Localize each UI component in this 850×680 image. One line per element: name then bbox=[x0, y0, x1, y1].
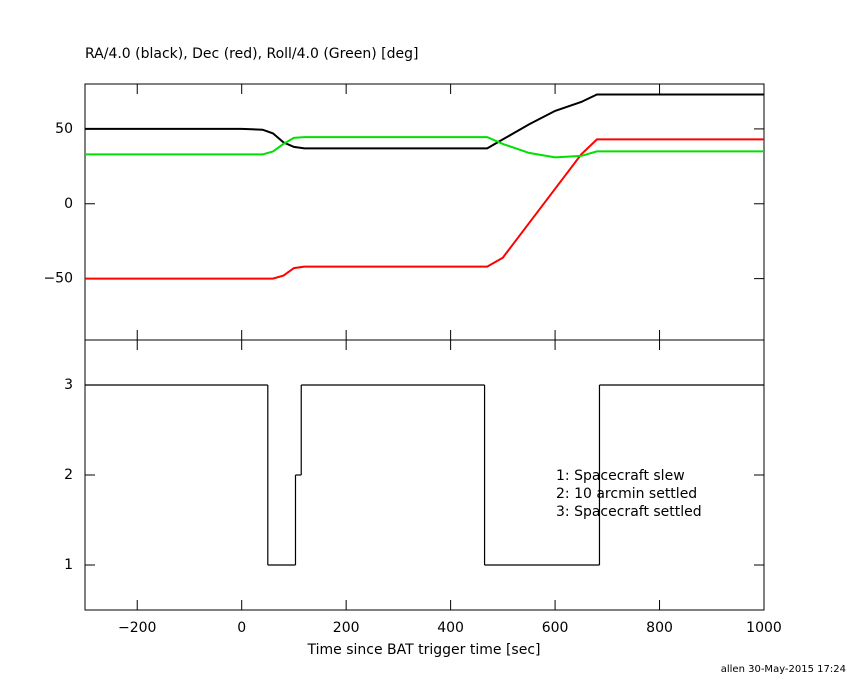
x-tick-label: 400 bbox=[437, 620, 464, 636]
x-tick-label: 0 bbox=[237, 620, 246, 636]
y-tick-label: 0 bbox=[64, 196, 73, 212]
annotation: 1: Spacecraft slew bbox=[556, 468, 685, 484]
x-tick-label: −200 bbox=[118, 620, 156, 636]
y-tick-label: 3 bbox=[64, 377, 73, 393]
y-tick-label: 2 bbox=[64, 467, 73, 483]
y-tick-label: 1 bbox=[64, 557, 73, 573]
annotation: 2: 10 arcmin settled bbox=[556, 486, 697, 502]
footer: allen 30-May-2015 17:24 bbox=[721, 664, 846, 675]
data-line bbox=[85, 136, 764, 159]
x-tick-label: 600 bbox=[542, 620, 569, 636]
x-axis-label: Time since BAT trigger time [sec] bbox=[307, 642, 541, 658]
y-tick-label: −50 bbox=[43, 271, 73, 287]
x-tick-label: 1000 bbox=[746, 620, 782, 636]
x-tick-label: 200 bbox=[333, 620, 360, 636]
annotation: 3: Spacecraft settled bbox=[556, 504, 702, 520]
x-tick-label: 800 bbox=[646, 620, 673, 636]
data-line bbox=[85, 93, 764, 150]
plot-frame bbox=[84, 83, 765, 341]
chart-title: RA/4.0 (black), Dec (red), Roll/4.0 (Gre… bbox=[85, 46, 418, 62]
y-tick-label: 50 bbox=[55, 121, 73, 137]
data-line bbox=[85, 138, 764, 280]
